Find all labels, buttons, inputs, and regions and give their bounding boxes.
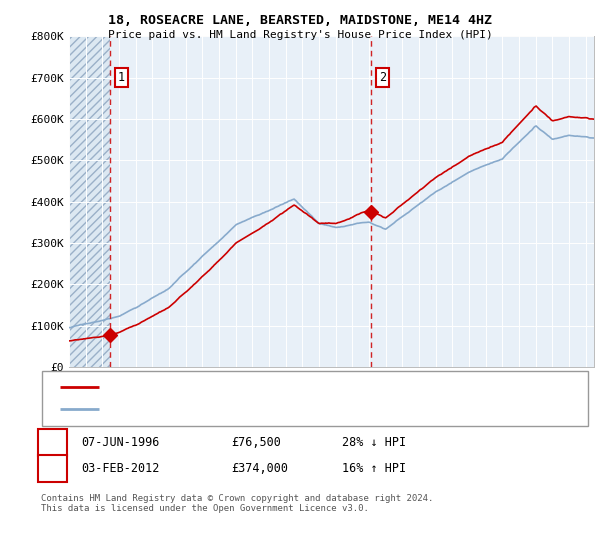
Text: HPI: Average price, detached house, Maidstone: HPI: Average price, detached house, Maid… [106,404,388,414]
Text: 28% ↓ HPI: 28% ↓ HPI [342,436,406,449]
Text: Price paid vs. HM Land Registry's House Price Index (HPI): Price paid vs. HM Land Registry's House … [107,30,493,40]
Text: 03-FEB-2012: 03-FEB-2012 [81,462,160,475]
Bar [69,36,110,367]
Text: £76,500: £76,500 [231,436,281,449]
Text: 07-JUN-1996: 07-JUN-1996 [81,436,160,449]
Text: 2: 2 [379,71,386,84]
Text: 1: 1 [49,436,56,449]
Text: £374,000: £374,000 [231,462,288,475]
Text: 1: 1 [118,71,125,84]
Text: Contains HM Land Registry data © Crown copyright and database right 2024.
This d: Contains HM Land Registry data © Crown c… [41,494,433,514]
Text: 2: 2 [49,462,56,475]
Text: 18, ROSEACRE LANE, BEARSTED, MAIDSTONE, ME14 4HZ (detached house): 18, ROSEACRE LANE, BEARSTED, MAIDSTONE, … [106,382,512,393]
Text: 16% ↑ HPI: 16% ↑ HPI [342,462,406,475]
Text: 18, ROSEACRE LANE, BEARSTED, MAIDSTONE, ME14 4HZ: 18, ROSEACRE LANE, BEARSTED, MAIDSTONE, … [108,14,492,27]
